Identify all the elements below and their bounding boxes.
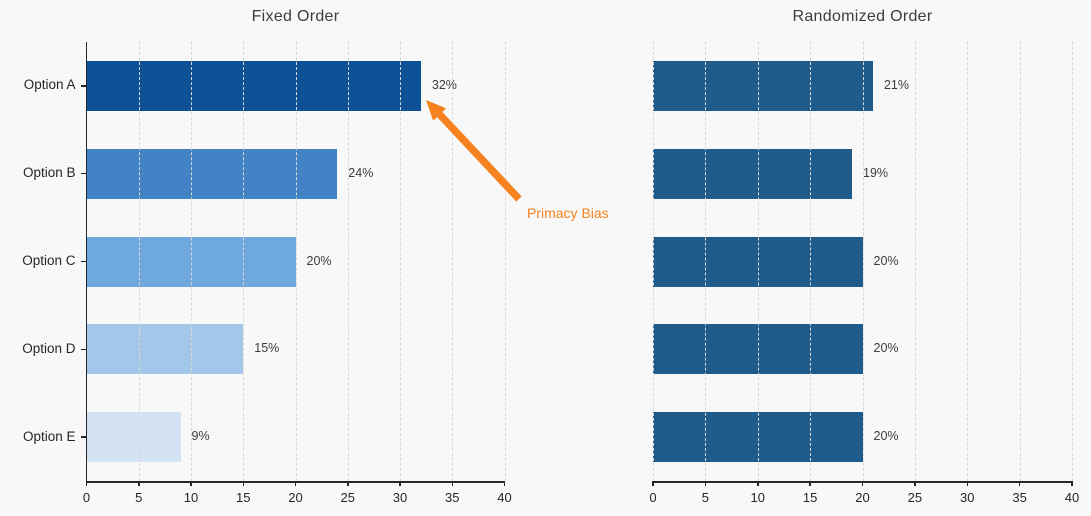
bar-option-a bbox=[653, 60, 873, 111]
x-axis-tick bbox=[861, 481, 864, 486]
gridline-x5 bbox=[138, 42, 140, 481]
plot-area-randomized-order: 21% 19% 20% 20% 20% 0 5 10 15 20 25 30 35 40 bbox=[649, 42, 1079, 505]
bar-value-label: 20% bbox=[873, 253, 899, 268]
x-axis-tick-label: 30 bbox=[960, 490, 975, 505]
x-axis-tick bbox=[242, 481, 244, 486]
gridline-x5 bbox=[705, 42, 707, 481]
bar-option-b bbox=[86, 148, 338, 199]
gridline-x20 bbox=[862, 42, 864, 481]
y-axis-label: Option E bbox=[22, 428, 76, 444]
x-axis-tick-label: 35 bbox=[1012, 490, 1027, 505]
x-axis-tick-label: 15 bbox=[236, 490, 251, 505]
bar-value-label: 15% bbox=[254, 341, 280, 356]
bar-value-label: 24% bbox=[348, 165, 374, 180]
gridline-x30 bbox=[400, 42, 401, 481]
x-axis-tick-label: 35 bbox=[445, 490, 460, 505]
x-axis-tick bbox=[914, 481, 916, 486]
gridline-x15 bbox=[810, 42, 812, 481]
x-axis-tick-label: 40 bbox=[1064, 490, 1080, 505]
gridline-x40 bbox=[504, 42, 506, 481]
gridline-x10 bbox=[757, 42, 759, 481]
bar-option-a bbox=[86, 60, 421, 111]
y-axis-line bbox=[85, 42, 87, 483]
x-axis-tick bbox=[347, 481, 349, 486]
bar-value-label: 20% bbox=[306, 253, 332, 268]
y-axis-tick bbox=[80, 436, 87, 438]
x-axis-tick-label: 10 bbox=[183, 490, 199, 505]
chart-title-fixed-order: Fixed Order bbox=[251, 8, 340, 25]
x-axis-tick-label: 10 bbox=[750, 490, 765, 505]
x-axis-tick bbox=[652, 481, 654, 486]
bar-value-label: 20% bbox=[873, 429, 899, 444]
y-axis-tick bbox=[80, 260, 87, 263]
x-axis-tick bbox=[399, 481, 401, 486]
x-axis-tick-label: 20 bbox=[855, 490, 870, 505]
x-axis-tick-label: 5 bbox=[701, 490, 709, 505]
x-axis-tick bbox=[138, 481, 140, 486]
bar-value-label: 9% bbox=[191, 429, 210, 444]
x-axis-tick bbox=[190, 481, 192, 486]
gridline-x25 bbox=[347, 42, 349, 481]
x-axis-tick bbox=[85, 481, 88, 486]
gridline-x40 bbox=[1072, 42, 1073, 481]
y-axis-label: Option D bbox=[22, 340, 76, 356]
bar-value-label: 21% bbox=[883, 77, 909, 92]
x-axis-tick bbox=[704, 481, 707, 486]
x-axis-tick-label: 0 bbox=[82, 490, 91, 505]
bar-option-e bbox=[86, 412, 181, 463]
gridline-x0 bbox=[653, 42, 654, 481]
x-axis-tick bbox=[1018, 481, 1021, 486]
bar-option-b bbox=[653, 148, 853, 199]
gridline-x25 bbox=[914, 42, 916, 481]
x-axis-tick-label: 25 bbox=[907, 490, 923, 505]
bar-value-label: 20% bbox=[873, 341, 899, 356]
bar-value-label: 19% bbox=[863, 165, 889, 180]
x-axis-tick-label: 5 bbox=[135, 490, 143, 505]
x-axis-tick bbox=[1071, 481, 1073, 486]
chart-title-randomized-order: Randomized Order bbox=[792, 8, 933, 25]
y-axis-label: Option A bbox=[23, 77, 76, 93]
x-axis-tick-label: 20 bbox=[288, 490, 303, 505]
x-axis-tick bbox=[503, 481, 506, 486]
x-axis-tick-label: 30 bbox=[392, 490, 408, 505]
gridline-x35 bbox=[1019, 42, 1021, 481]
x-axis-tick-label: 15 bbox=[802, 490, 818, 505]
primacy-bias-label: Primacy Bias bbox=[527, 205, 609, 221]
plot-area-fixed-order: 32% Option A 24% Option B 20% Option C 15% Opti… bbox=[22, 42, 512, 505]
x-axis-tick bbox=[451, 481, 453, 486]
y-axis-label: Option B bbox=[22, 165, 76, 181]
x-axis-tick bbox=[809, 481, 811, 486]
x-axis-tick-label: 25 bbox=[340, 490, 355, 505]
x-axis-tick bbox=[294, 481, 297, 486]
gridline-x15 bbox=[243, 42, 245, 481]
x-axis-tick bbox=[757, 481, 759, 486]
gridline-x20 bbox=[295, 42, 297, 481]
gridline-x10 bbox=[191, 42, 192, 481]
bar-value-label: 32% bbox=[431, 77, 457, 92]
gridline-x30 bbox=[967, 42, 969, 481]
x-axis-tick-label: 0 bbox=[649, 490, 657, 505]
y-axis-tick bbox=[80, 85, 87, 87]
gridline-x35 bbox=[452, 42, 454, 481]
x-axis-tick bbox=[966, 481, 968, 486]
x-axis-tick-label: 40 bbox=[497, 490, 512, 505]
y-axis-tick bbox=[80, 348, 87, 351]
y-axis-tick bbox=[80, 172, 87, 175]
bar-option-d bbox=[86, 324, 244, 375]
y-axis-label: Option C bbox=[22, 253, 76, 268]
